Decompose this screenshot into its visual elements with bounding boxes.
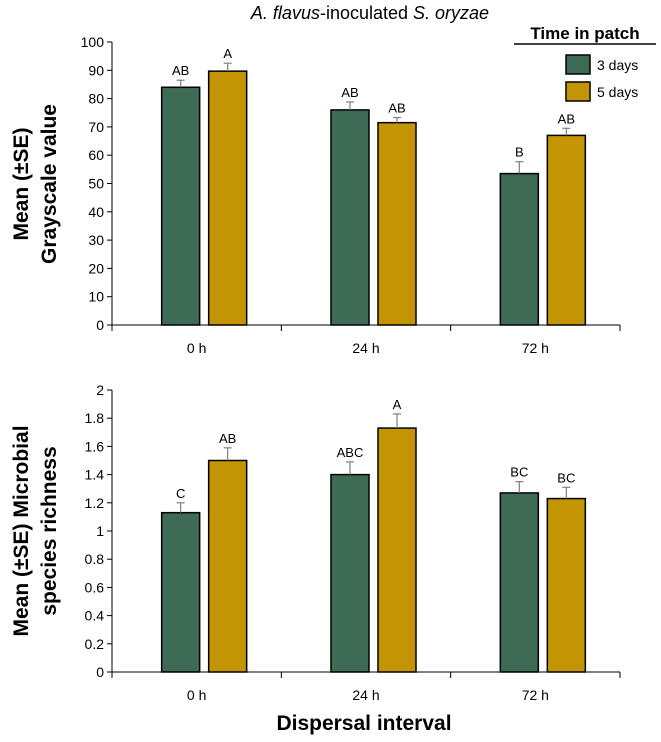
top-bar-3-days-0h (160, 86, 201, 326)
top-x-category-label: 0 h (187, 340, 206, 356)
richness-chart: 0 0.2 0.4 0.6 0.8 1 1.2 1.4 1.6 1.8 2 0 h 24 h 72 h C A… (10, 382, 621, 703)
title-part-species: A. flavus (250, 3, 320, 23)
bottom-significance-label: C (176, 486, 185, 501)
top-y-tick-label: 60 (88, 147, 104, 163)
top-y-tick-label: 100 (81, 34, 105, 50)
top-y-tick-label: 50 (88, 176, 104, 192)
top-significance-label: AB (172, 63, 189, 78)
bottom-y-tick-label: 0 (96, 664, 104, 680)
grayscale-chart: 0 10 20 30 40 50 60 70 80 90 100 0 h 24 h 72 h AB AB B A A… (10, 34, 621, 356)
top-significance-label: B (515, 145, 524, 160)
top-y-axis-label-line-1: Mean (±SE) (10, 127, 33, 240)
title-part-inoculated: -inoculated (320, 3, 413, 23)
bottom-y-tick-label: 1.6 (85, 438, 105, 454)
title-part-host: S. oryzae (413, 3, 489, 23)
bottom-bar-5-days-72h (546, 497, 587, 673)
top-y-tick-label: 80 (88, 91, 104, 107)
bottom-y-tick-label: 2 (96, 382, 104, 398)
top-y-tick-label: 70 (88, 119, 104, 135)
legend: Time in patch 3 days 5 days (514, 24, 656, 102)
top-significance-label: AB (558, 111, 575, 126)
top-y-tick-label: 40 (88, 204, 104, 220)
legend-title: Time in patch (530, 24, 639, 43)
bottom-bar-3-days-0h (160, 511, 201, 673)
bottom-y-tick-label: 0.6 (85, 579, 105, 595)
legend-label-3-days: 3 days (597, 57, 638, 73)
bottom-significance-label: BC (557, 470, 575, 485)
top-significance-label: A (223, 46, 232, 61)
bottom-y-tick-label: 1 (96, 523, 104, 539)
top-x-category-label: 72 h (522, 340, 549, 356)
top-x-category-label: 24 h (352, 340, 379, 356)
legend-swatch-5-days (565, 81, 591, 102)
top-bar-5-days-72h (546, 134, 587, 326)
chart-title: A. flavus-inoculated S. oryzae (250, 3, 489, 23)
top-y-tick-label: 10 (88, 289, 104, 305)
bottom-significance-label: AB (219, 431, 236, 446)
top-bar-5-days-0h (207, 70, 248, 326)
bottom-x-category-label: 72 h (522, 687, 549, 703)
bottom-x-category-label: 0 h (187, 687, 206, 703)
top-bar-5-days-24h (377, 121, 417, 326)
top-bar-3-days-72h (499, 172, 540, 326)
bottom-y-tick-label: 1.4 (85, 467, 105, 483)
bottom-y-tick-label: 1.8 (85, 410, 105, 426)
bottom-significance-label: ABC (337, 445, 364, 460)
bottom-significance-label: A (393, 397, 402, 412)
bottom-y-axis-label-line-2: species richness (38, 446, 61, 615)
bottom-y-tick-label: 0.4 (85, 608, 105, 624)
top-significance-label: AB (341, 85, 358, 100)
bottom-y-tick-label: 0.2 (85, 636, 105, 652)
bottom-x-category-label: 24 h (352, 687, 379, 703)
bottom-bar-3-days-72h (499, 492, 540, 673)
bottom-y-tick-label: 1.2 (85, 495, 105, 511)
top-y-axis-label-line-2: Grayscale value (38, 104, 61, 264)
top-y-tick-label: 0 (96, 317, 104, 333)
top-significance-label: AB (388, 101, 405, 116)
top-y-tick-label: 30 (88, 232, 104, 248)
bottom-y-axis-label-line-1: Mean (±SE) Microbial (10, 425, 33, 636)
top-y-tick-label: 90 (88, 62, 104, 78)
bottom-y-tick-label: 0.8 (85, 551, 105, 567)
legend-label-5-days: 5 days (597, 84, 638, 100)
legend-swatch-3-days (565, 54, 591, 75)
x-axis-label: Dispersal interval (276, 712, 451, 735)
top-bar-3-days-24h (330, 109, 370, 326)
bottom-bar-3-days-24h (330, 473, 370, 673)
bottom-bar-5-days-24h (377, 427, 417, 673)
bottom-bar-5-days-0h (207, 459, 248, 673)
top-y-tick-label: 20 (88, 260, 104, 276)
bottom-significance-label: BC (510, 465, 528, 480)
